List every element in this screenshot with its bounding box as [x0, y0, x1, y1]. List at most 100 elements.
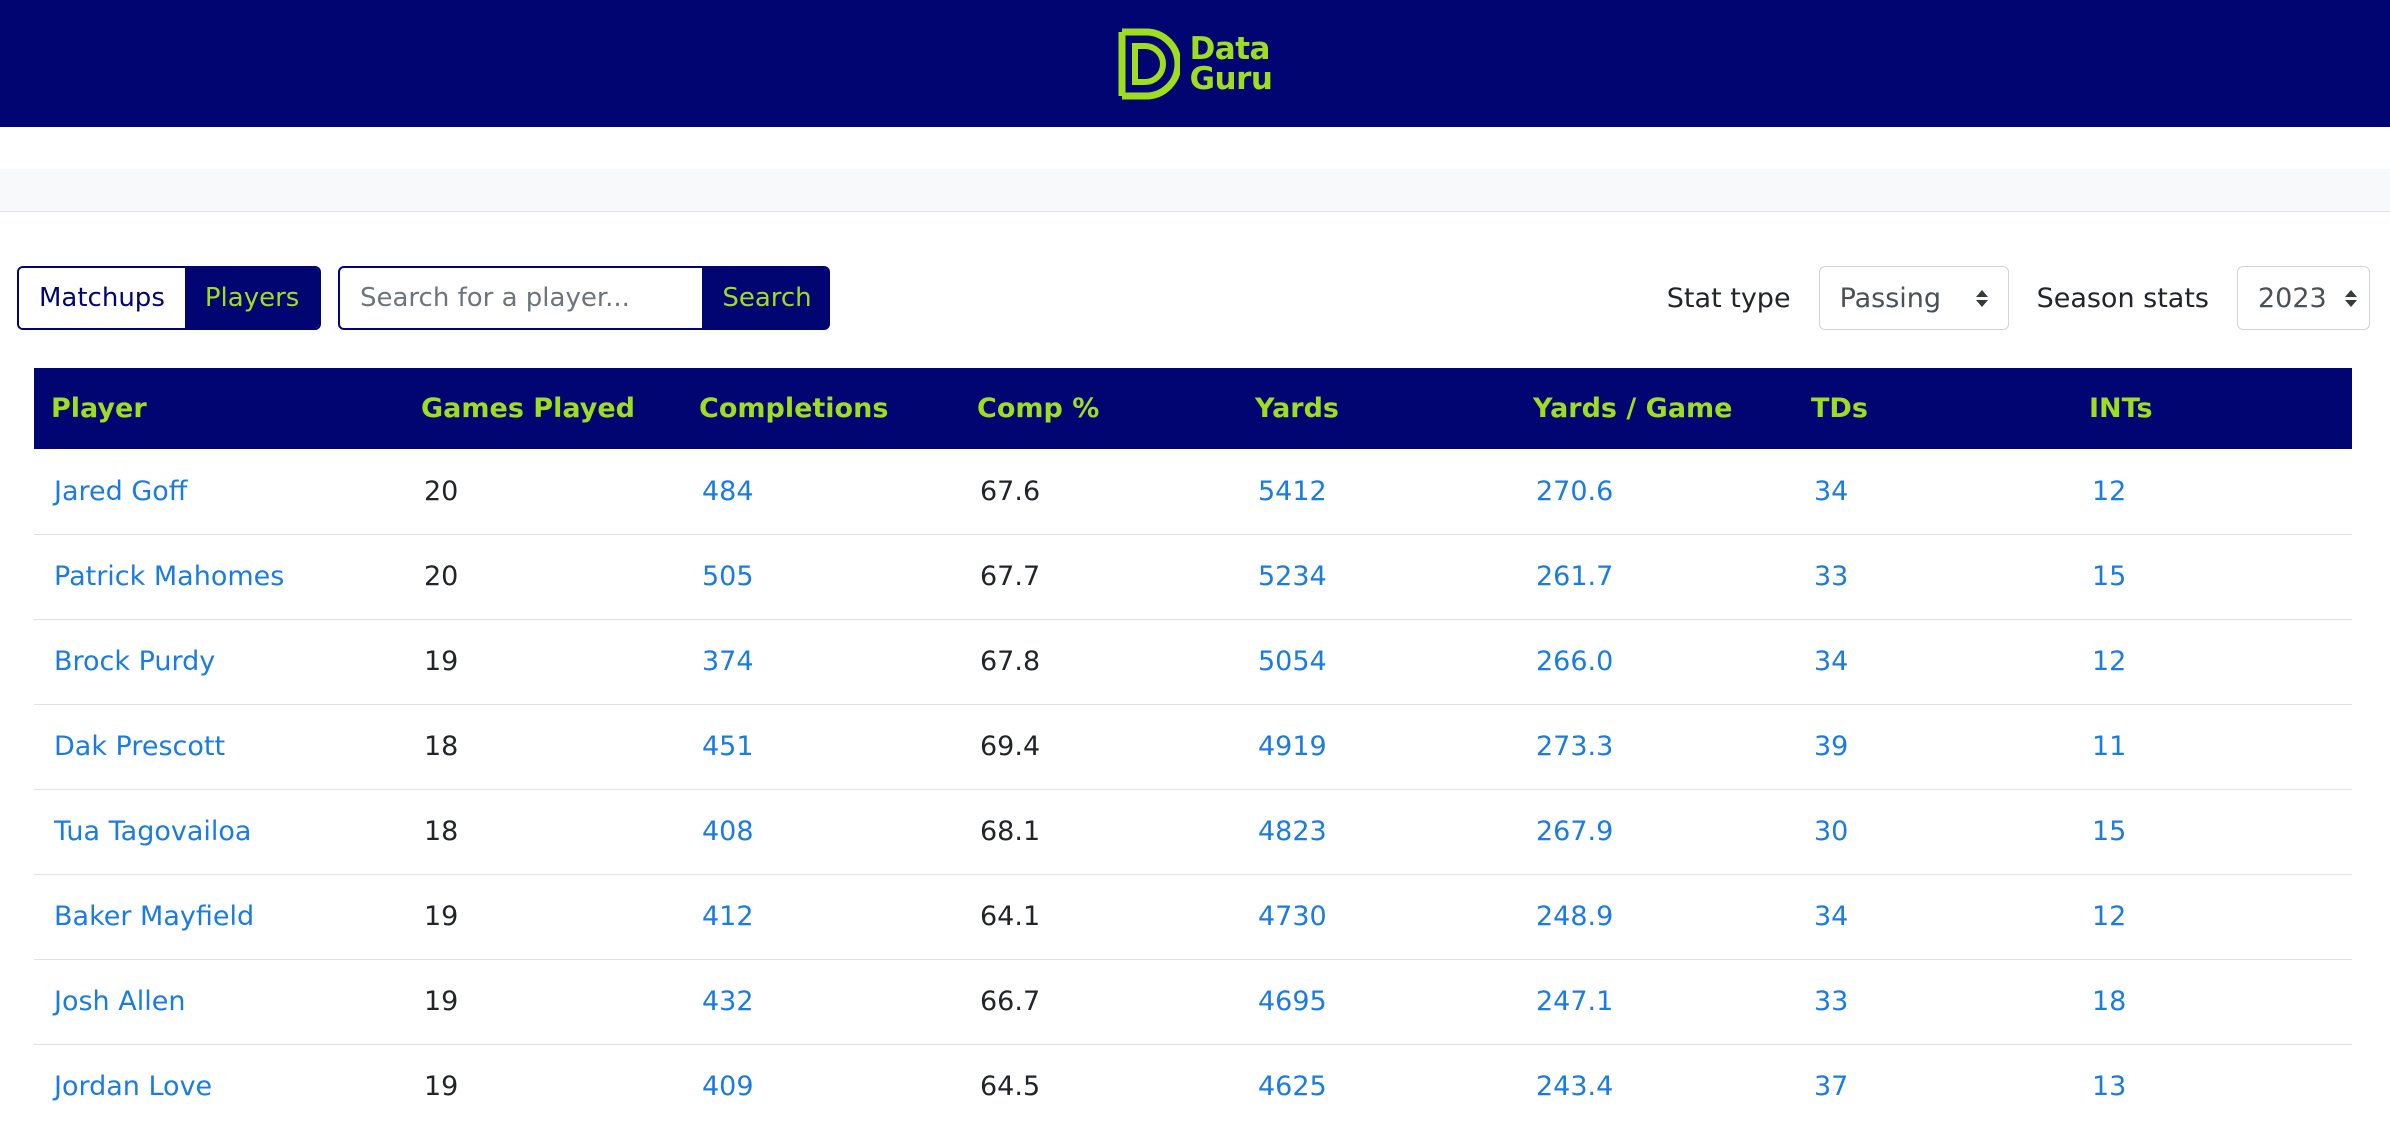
yards-per-game-link[interactable]: 267.9: [1536, 816, 1614, 847]
yards-link[interactable]: 4823: [1258, 816, 1327, 847]
ints-link[interactable]: 12: [2092, 646, 2127, 677]
player-name-link[interactable]: Josh Allen: [54, 986, 186, 1017]
ints-link[interactable]: 11: [2092, 731, 2127, 762]
column-header-ints[interactable]: INTs: [2089, 393, 2153, 424]
yards-per-game-link[interactable]: 247.1: [1536, 986, 1614, 1017]
column-header-player[interactable]: Player: [51, 393, 147, 424]
tds-link[interactable]: 33: [1814, 561, 1849, 592]
comp-pct-cell: 69.4: [980, 731, 1041, 762]
yards-link[interactable]: 4730: [1258, 901, 1327, 932]
season-value: 2023: [2258, 282, 2327, 314]
ints-link[interactable]: 12: [2092, 475, 2127, 507]
yards-per-game-link[interactable]: 273.3: [1536, 731, 1614, 762]
games-played-cell: 20: [424, 475, 459, 507]
ints-link[interactable]: 15: [2092, 561, 2127, 592]
yards-link[interactable]: 4625: [1258, 1071, 1327, 1103]
completions-link[interactable]: 412: [702, 901, 754, 932]
completions-link[interactable]: 484: [702, 475, 754, 507]
player-name-link[interactable]: Patrick Mahomes: [54, 561, 285, 592]
ints-link[interactable]: 12: [2092, 901, 2127, 932]
season-select[interactable]: 2023: [2237, 266, 2370, 330]
comp-pct-cell: 64.1: [980, 901, 1041, 932]
player-name-link[interactable]: Jared Goff: [54, 475, 188, 507]
completions-link[interactable]: 408: [702, 816, 754, 847]
comp-pct-cell: 64.5: [980, 1071, 1041, 1103]
matchups-toggle-button[interactable]: Matchups: [19, 268, 185, 328]
yards-link[interactable]: 5412: [1258, 475, 1327, 507]
column-header-yards[interactable]: Yards: [1255, 393, 1340, 424]
games-played-cell: 19: [424, 646, 459, 677]
yards-per-game-link[interactable]: 266.0: [1536, 646, 1614, 677]
filter-controls: Stat type Passing Season stats 2023: [1667, 266, 2370, 330]
sub-navbar: [0, 169, 2390, 212]
comp-pct-cell: 66.7: [980, 986, 1041, 1017]
view-toggle: Matchups Players: [17, 266, 322, 330]
column-header-games-played[interactable]: Games Played: [421, 393, 635, 424]
logo-text-line1: Data: [1189, 30, 1271, 67]
tds-link[interactable]: 39: [1814, 731, 1849, 762]
completions-link[interactable]: 432: [702, 986, 754, 1017]
controls-bar: Matchups Players Search Stat type Passin…: [0, 212, 2390, 370]
table-row: Jordan Love 19 409 64.5 4625 243.4 37 13: [34, 1044, 2352, 1129]
comp-pct-cell: 67.8: [980, 646, 1041, 677]
logo[interactable]: Data Guru: [1118, 28, 1273, 100]
passing-stats-table: Player Games Played Completions Comp % Y…: [34, 368, 2352, 1129]
stat-type-value: Passing: [1839, 282, 1942, 314]
select-arrows-icon: [2344, 289, 2357, 307]
table-row: Baker Mayfield 19 412 64.1 4730 248.9 34…: [34, 874, 2352, 959]
table-row: Jared Goff 20 484 67.6 5412 270.6 34 12: [34, 449, 2352, 534]
games-played-cell: 19: [424, 1071, 459, 1103]
yards-link[interactable]: 5234: [1258, 561, 1327, 592]
player-name-link[interactable]: Dak Prescott: [54, 731, 226, 762]
player-name-link[interactable]: Jordan Love: [54, 1071, 213, 1103]
tds-link[interactable]: 34: [1814, 646, 1849, 677]
tds-link[interactable]: 37: [1814, 1071, 1849, 1103]
tds-link[interactable]: 34: [1814, 475, 1849, 507]
column-header-tds[interactable]: TDs: [1811, 393, 1868, 424]
yards-per-game-link[interactable]: 270.6: [1536, 475, 1614, 507]
yards-link[interactable]: 4919: [1258, 731, 1327, 762]
ints-link[interactable]: 13: [2092, 1071, 2127, 1103]
season-stats-label: Season stats: [2036, 282, 2209, 314]
tds-link[interactable]: 34: [1814, 901, 1849, 932]
tds-link[interactable]: 30: [1814, 816, 1849, 847]
ints-link[interactable]: 15: [2092, 816, 2127, 847]
games-played-cell: 19: [424, 986, 459, 1017]
yards-link[interactable]: 5054: [1258, 646, 1327, 677]
stat-type-select[interactable]: Passing: [1818, 266, 2009, 330]
yards-link[interactable]: 4695: [1258, 986, 1327, 1017]
table-row: Dak Prescott 18 451 69.4 4919 273.3 39 1…: [34, 704, 2352, 789]
column-header-completions[interactable]: Completions: [699, 393, 889, 424]
table-row: Tua Tagovailoa 18 408 68.1 4823 267.9 30…: [34, 789, 2352, 874]
games-played-cell: 20: [424, 561, 459, 592]
search-button[interactable]: Search: [704, 266, 830, 330]
table-row: Brock Purdy 19 374 67.8 5054 266.0 34 12: [34, 619, 2352, 704]
player-name-link[interactable]: Tua Tagovailoa: [54, 816, 252, 847]
completions-link[interactable]: 505: [702, 561, 754, 592]
players-toggle-button[interactable]: Players: [184, 268, 320, 328]
table-header-row: Player Games Played Completions Comp % Y…: [34, 368, 2352, 449]
games-played-cell: 18: [424, 816, 459, 847]
player-search-input[interactable]: [338, 266, 704, 330]
yards-per-game-link[interactable]: 261.7: [1536, 561, 1614, 592]
yards-per-game-link[interactable]: 243.4: [1536, 1071, 1614, 1103]
logo-text: Data Guru: [1189, 30, 1273, 97]
select-arrows-icon: [1975, 289, 1988, 307]
table-row: Josh Allen 19 432 66.7 4695 247.1 33 18: [34, 959, 2352, 1044]
games-played-cell: 18: [424, 731, 459, 762]
data-guru-logo-icon: [1118, 28, 1180, 99]
player-name-link[interactable]: Brock Purdy: [54, 646, 216, 677]
tds-link[interactable]: 33: [1814, 986, 1849, 1017]
ints-link[interactable]: 18: [2092, 986, 2127, 1017]
logo-text-line2: Guru: [1189, 60, 1273, 97]
completions-link[interactable]: 374: [702, 646, 754, 677]
column-header-yards-per-game[interactable]: Yards / Game: [1533, 393, 1733, 424]
player-name-link[interactable]: Baker Mayfield: [54, 901, 255, 932]
yards-per-game-link[interactable]: 248.9: [1536, 901, 1614, 932]
column-header-comp-pct[interactable]: Comp %: [977, 393, 1100, 424]
top-navbar: Data Guru: [0, 0, 2390, 127]
stat-type-label: Stat type: [1666, 282, 1791, 314]
player-search: Search: [338, 266, 830, 330]
completions-link[interactable]: 451: [702, 731, 754, 762]
completions-link[interactable]: 409: [702, 1071, 754, 1103]
